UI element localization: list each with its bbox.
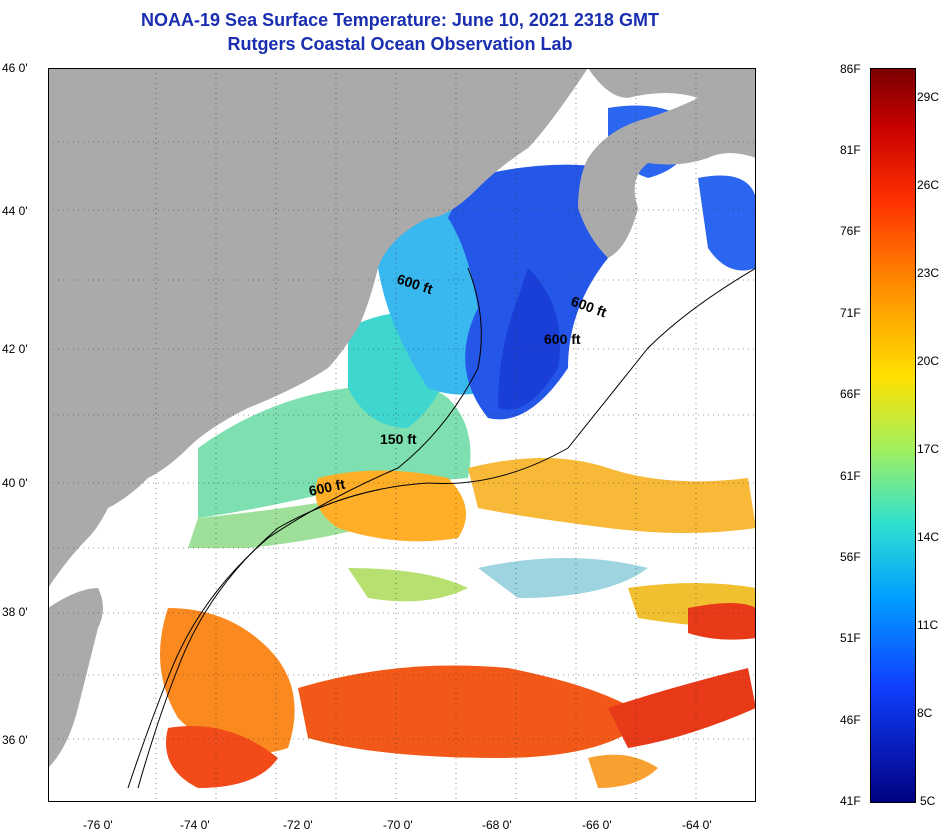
lat-label: 42 0' (2, 342, 28, 356)
land (48, 68, 756, 768)
map-border (48, 68, 756, 802)
contour-label: 150 ft (380, 431, 417, 447)
lon-label: -70 0' (383, 818, 413, 832)
colorbar-f-label: 71F (840, 306, 861, 320)
map-title: NOAA-19 Sea Surface Temperature: June 10… (141, 10, 659, 30)
lon-label: -74 0' (180, 818, 210, 832)
colorbar-f-label: 56F (840, 550, 861, 564)
colorbar-f-label: 81F (840, 143, 861, 157)
lon-label: -72 0' (283, 818, 313, 832)
colorbar-c-label: 23C (917, 266, 940, 280)
lat-label: 46 0' (2, 61, 28, 75)
colorbar-c-label: 26C (917, 178, 940, 192)
lon-label: -76 0' (83, 818, 113, 832)
colorbar-f-label: 86F (840, 62, 861, 76)
colorbar-f-label: 41F (840, 794, 861, 808)
colorbar-c-label: 8C (917, 706, 933, 720)
colorbar-c-label: 11C (917, 618, 939, 632)
colorbar-f-label: 46F (840, 713, 861, 727)
colorbar-c-label: 5C (920, 794, 936, 808)
graticule (48, 68, 756, 802)
colorbar-f-label: 61F (840, 469, 861, 483)
lon-label: -66 0' (582, 818, 612, 832)
colorbar-f-label: 66F (840, 387, 861, 401)
colorbar-f-label: 51F (840, 631, 861, 645)
lon-label: -68 0' (482, 818, 512, 832)
lat-label: 40 0' (2, 476, 28, 490)
sst-map: 600 ft 600 ft 600 ft 150 ft 600 ft (48, 68, 756, 802)
bathymetry-contours (127, 267, 756, 789)
lon-label: -64 0' (682, 818, 712, 832)
colorbar-c-label: 17C (917, 442, 940, 456)
lat-label: 36 0' (2, 733, 28, 747)
lat-label: 38 0' (2, 605, 28, 619)
colorbar-c-label: 20C (917, 354, 940, 368)
lat-label: 44 0' (2, 204, 28, 218)
colorbar-f-label: 76F (840, 224, 861, 238)
colorbar-c-label: 29C (917, 90, 940, 104)
contour-label: 600 ft (544, 331, 581, 347)
map-subtitle: Rutgers Coastal Ocean Observation Lab (227, 34, 573, 54)
colorbar (870, 68, 916, 803)
colorbar-c-label: 14C (917, 530, 940, 544)
contour-label: 600 ft (307, 476, 346, 499)
